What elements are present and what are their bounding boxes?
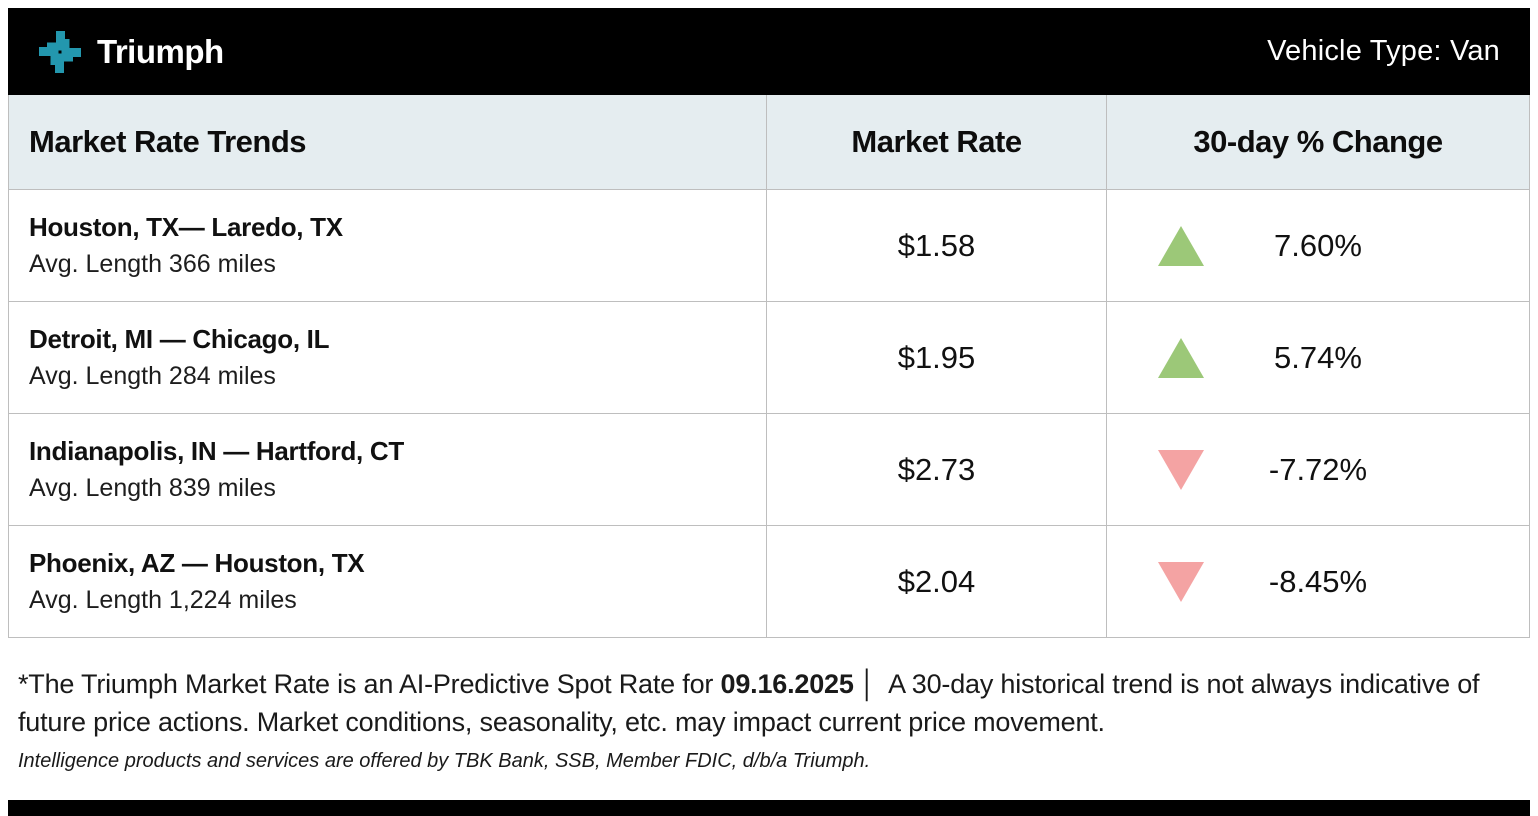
page: Triumph Vehicle Type: Van Market Rate Tr…: [8, 8, 1530, 773]
table-row-lane: Indianapolis, IN — Hartford, CT Avg. Len…: [9, 414, 766, 525]
column-header-30-day-change: 30-day % Change: [1107, 95, 1529, 189]
market-rate-value: $1.58: [767, 190, 1106, 301]
triumph-logo: Triumph: [36, 28, 224, 76]
vehicle-type-label: Vehicle Type: Van: [1267, 35, 1500, 67]
lane-name: Phoenix, AZ — Houston, TX: [29, 548, 365, 578]
lane-length: Avg. Length 284 miles: [29, 362, 276, 390]
separator-bar: │: [859, 669, 877, 699]
down-triangle-icon: [1158, 561, 1204, 602]
lane-name: Houston, TX— Laredo, TX: [29, 212, 343, 242]
table-row-lane: Phoenix, AZ — Houston, TX Avg. Length 1,…: [9, 526, 766, 637]
lane-name: Indianapolis, IN — Hartford, CT: [29, 436, 404, 466]
table-row-lane: Detroit, MI — Chicago, IL Avg. Length 28…: [9, 302, 766, 413]
column-header-market-rate: Market Rate: [767, 95, 1106, 189]
report-date: 09.16.2025: [720, 669, 854, 699]
up-triangle-icon: [1158, 337, 1204, 378]
lane-length: Avg. Length 1,224 miles: [29, 586, 297, 614]
lane-name: Detroit, MI — Chicago, IL: [29, 324, 330, 354]
market-rate-table: Market Rate Trends Market Rate 30-day % …: [8, 95, 1530, 638]
column-header-market-rate-trends: Market Rate Trends: [9, 95, 766, 189]
legal-text: Intelligence products and services are o…: [18, 750, 871, 772]
lane-length: Avg. Length 366 miles: [29, 250, 276, 278]
market-rate-value: $2.73: [767, 414, 1106, 525]
change-value: -8.45%: [1268, 563, 1368, 599]
change-value: 7.60%: [1274, 227, 1362, 263]
change-cell: 7.60%: [1107, 190, 1529, 301]
up-triangle-icon: [1158, 225, 1204, 266]
disclaimer-text: *The Triumph Market Rate is an AI-Predic…: [18, 665, 1520, 741]
market-rate-value: $2.04: [767, 526, 1106, 637]
footnote: *The Triumph Market Rate is an AI-Predic…: [8, 638, 1530, 773]
disclaimer-suffix: A 30-day historical trend is not always …: [18, 669, 1480, 737]
market-rate-value: $1.95: [767, 302, 1106, 413]
change-value: -7.72%: [1268, 451, 1368, 487]
table-row-lane: Houston, TX— Laredo, TX Avg. Length 366 …: [9, 190, 766, 301]
triumph-cross-icon: [39, 30, 81, 73]
change-cell: 5.74%: [1107, 302, 1529, 413]
brand-name: Triumph: [97, 32, 224, 70]
change-value: 5.74%: [1274, 339, 1362, 375]
disclaimer-prefix: *The Triumph Market Rate is an AI-Predic…: [18, 669, 721, 699]
down-triangle-icon: [1158, 449, 1204, 490]
lane-length: Avg. Length 839 miles: [29, 474, 276, 502]
header-bar: Triumph Vehicle Type: Van: [8, 8, 1530, 95]
change-cell: -8.45%: [1107, 526, 1529, 637]
change-cell: -7.72%: [1107, 414, 1529, 525]
footer-bar: [8, 800, 1530, 816]
